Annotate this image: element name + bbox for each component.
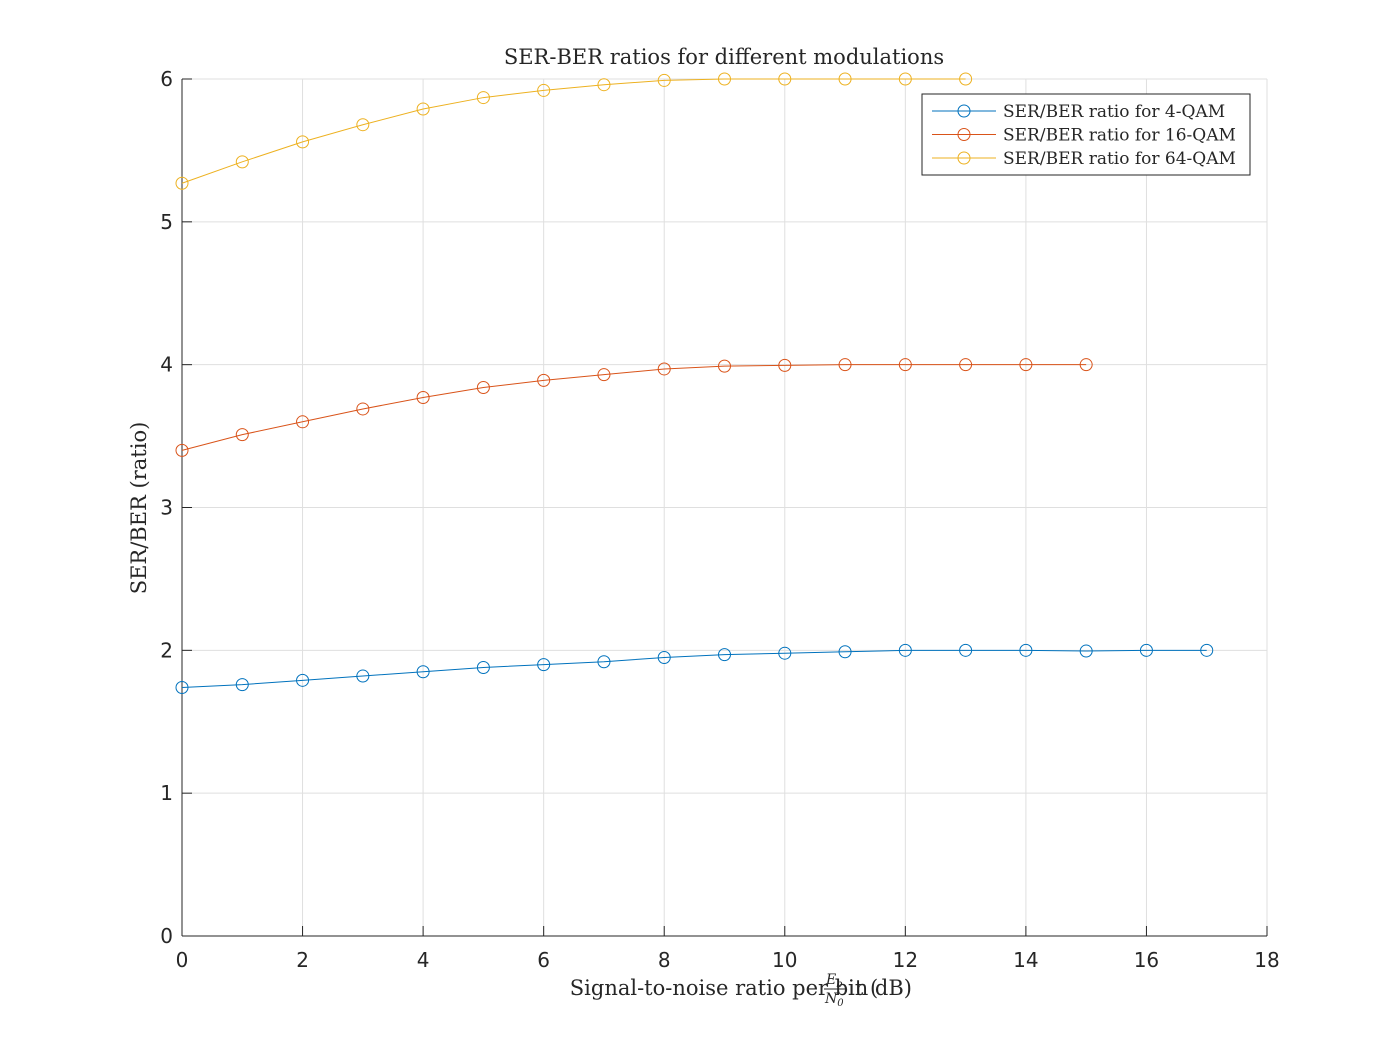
data-point <box>175 443 189 457</box>
data-point <box>296 415 310 429</box>
data-point <box>296 673 310 687</box>
data-point <box>537 83 551 97</box>
data-point <box>718 72 731 86</box>
y-tick-label: 5 <box>160 210 173 234</box>
x-tick-label: 12 <box>893 948 918 972</box>
x-axis-label: Signal-to-noise ratio per bit ( <box>570 976 878 1000</box>
legend-marker <box>957 151 971 165</box>
x-axis-label-frac-num-main: E <box>825 972 836 988</box>
series-2 <box>175 358 1093 457</box>
data-point <box>296 135 310 149</box>
x-tick-label: 14 <box>1013 948 1038 972</box>
data-point <box>356 669 370 683</box>
data-point <box>1139 643 1153 657</box>
data-point <box>778 358 792 372</box>
data-point <box>476 381 490 395</box>
y-tick-label: 1 <box>160 781 173 805</box>
series-line <box>181 649 1207 688</box>
data-point <box>175 680 189 694</box>
data-point <box>959 72 973 86</box>
legend-marker <box>957 128 971 141</box>
x-axis-label-prefix: Signal-to-noise ratio per bit ( <box>570 976 878 1000</box>
x-tick-label: 8 <box>658 948 671 972</box>
legend-entry: SER/BER ratio for 16-QAM <box>932 126 1236 146</box>
y-axis-label: SER/BER (ratio) <box>127 422 151 595</box>
x-tick-label: 0 <box>176 948 189 972</box>
x-tick-label: 2 <box>296 948 309 972</box>
data-point <box>537 373 551 387</box>
data-point <box>356 402 370 416</box>
data-point <box>356 118 370 132</box>
series-line <box>181 364 1087 451</box>
data-point <box>1200 643 1214 657</box>
legend-entries: SER/BER ratio for 4-QAM SER/BER ratio for… <box>932 102 1236 169</box>
series-group <box>175 72 1214 694</box>
legend-label: SER/BER ratio for 16-QAM <box>1003 126 1236 146</box>
data-point <box>235 428 249 442</box>
legend-entry: SER/BER ratio for 64-QAM <box>932 149 1236 169</box>
x-axis-label-frac-den-sub: 0 <box>837 998 844 1009</box>
x-axis-label-frac-num-sub: b <box>836 979 842 990</box>
series-line <box>181 78 966 184</box>
data-point <box>898 358 912 372</box>
data-point <box>1019 643 1033 657</box>
y-tick-label: 6 <box>160 67 173 91</box>
data-point <box>718 648 731 662</box>
data-point <box>416 102 430 116</box>
data-point <box>476 91 490 105</box>
data-point <box>537 658 551 672</box>
data-point <box>1019 358 1033 372</box>
data-point <box>778 72 792 86</box>
x-tick-label: 6 <box>537 948 550 972</box>
x-tick-label: 4 <box>417 948 430 972</box>
x-axis-label-frac-den-main: N <box>824 991 838 1007</box>
data-point <box>778 646 792 660</box>
data-point <box>838 645 852 659</box>
y-tick-label: 2 <box>160 638 173 662</box>
data-point <box>416 391 430 405</box>
data-point <box>597 368 611 382</box>
y-tick-label: 3 <box>160 496 173 520</box>
data-point <box>838 72 852 86</box>
series-1 <box>175 643 1214 694</box>
legend-entry: SER/BER ratio for 4-QAM <box>932 102 1225 122</box>
data-point <box>718 359 731 373</box>
chart-title: SER-BER ratios for different modulations <box>504 45 944 69</box>
x-axis-label-fraction: Eb N0 <box>824 972 846 1009</box>
data-point <box>1079 358 1093 372</box>
data-point <box>416 665 430 679</box>
data-point <box>235 678 249 692</box>
data-point <box>898 72 912 86</box>
legend-label: SER/BER ratio for 64-QAM <box>1003 149 1236 169</box>
x-tick-label: 18 <box>1254 948 1279 972</box>
data-point <box>1079 644 1093 658</box>
x-axis-label-frac-num: Eb <box>825 972 843 990</box>
data-point <box>898 643 912 657</box>
data-point <box>175 176 189 190</box>
series-3 <box>175 72 973 190</box>
legend-marker <box>957 104 971 118</box>
legend: SER/BER ratio for 4-QAM SER/BER ratio for… <box>921 93 1251 176</box>
data-point <box>657 650 671 664</box>
x-axis-label-frac-den: N0 <box>824 991 844 1009</box>
data-point <box>959 643 973 657</box>
legend-label: SER/BER ratio for 4-QAM <box>1003 102 1225 122</box>
data-point <box>657 73 671 87</box>
data-point <box>235 155 249 169</box>
x-tick-label: 10 <box>772 948 797 972</box>
data-point <box>597 655 611 669</box>
data-point <box>657 362 671 376</box>
data-point <box>959 358 973 372</box>
x-axis-label-suffix: in dB) <box>848 976 912 1000</box>
data-point <box>838 358 852 372</box>
data-point <box>476 660 490 674</box>
y-tick-label: 0 <box>160 924 173 948</box>
data-point <box>597 78 611 92</box>
x-tick-label: 16 <box>1134 948 1159 972</box>
y-tick-label: 4 <box>160 353 173 377</box>
